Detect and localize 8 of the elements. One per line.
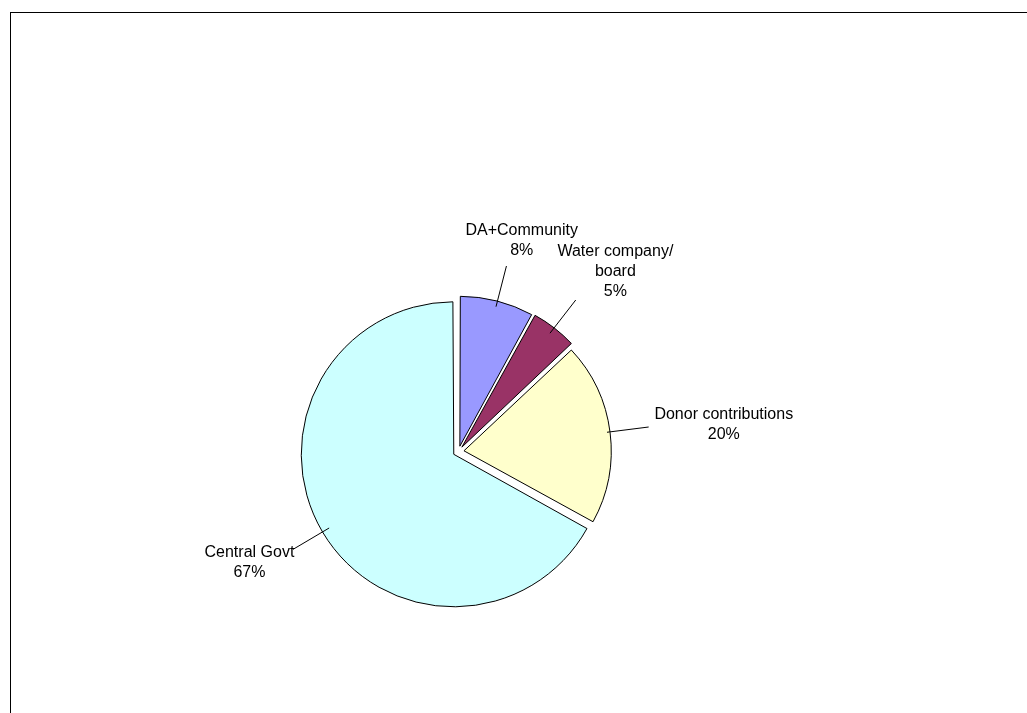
slice-label: DA+Community [465, 220, 578, 238]
data-label: 20% [707, 424, 740, 442]
slice-label: Water company/ board [557, 241, 674, 279]
data-label: 5% [603, 281, 627, 299]
data-label: 67% [233, 562, 266, 580]
slice-label: Central Govt [204, 542, 295, 560]
data-label: 8% [510, 240, 534, 258]
slice-label: Donor contributions [654, 404, 794, 422]
